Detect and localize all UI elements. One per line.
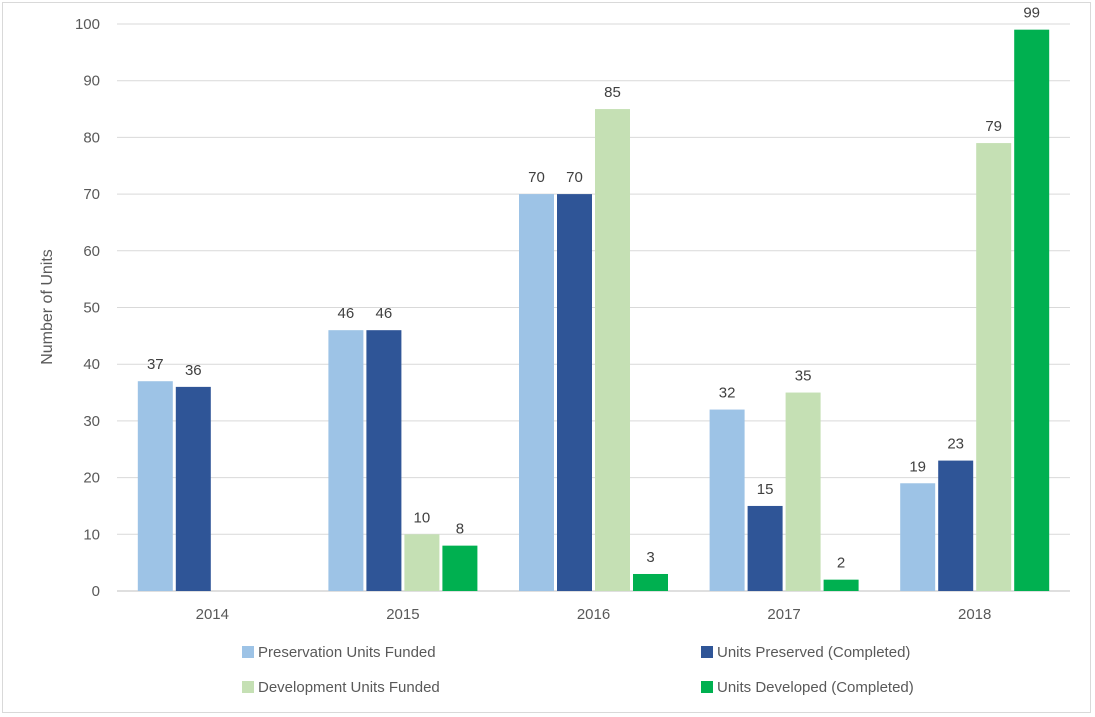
data-label: 70 bbox=[566, 169, 583, 186]
y-tick-label: 40 bbox=[83, 356, 100, 373]
x-tick-label: 2014 bbox=[196, 606, 229, 623]
y-tick-label: 80 bbox=[83, 129, 100, 146]
bar bbox=[175, 386, 211, 591]
bars bbox=[137, 29, 1050, 592]
legend: Preservation Units Funded Units Preserved… bbox=[242, 644, 914, 696]
legend-label: Development Units Funded bbox=[258, 679, 440, 696]
bar bbox=[328, 330, 364, 591]
data-label: 32 bbox=[719, 385, 736, 402]
data-label: 3 bbox=[646, 549, 654, 566]
data-label: 37 bbox=[147, 356, 164, 373]
bar bbox=[404, 534, 440, 591]
y-tick-label: 60 bbox=[83, 243, 100, 260]
x-tick-label: 2016 bbox=[577, 606, 610, 623]
legend-swatch bbox=[701, 646, 713, 658]
bar bbox=[709, 409, 745, 591]
bar bbox=[747, 505, 783, 591]
legend-swatch bbox=[242, 681, 254, 693]
bar bbox=[137, 381, 173, 591]
legend-label: Units Preserved (Completed) bbox=[717, 644, 910, 661]
y-tick-label: 20 bbox=[83, 470, 100, 487]
data-label: 19 bbox=[909, 458, 926, 475]
bar bbox=[785, 392, 821, 591]
y-tick-label: 30 bbox=[83, 413, 100, 430]
y-axis-title: Number of Units bbox=[39, 249, 56, 365]
bar bbox=[595, 109, 630, 592]
data-label: 46 bbox=[376, 305, 393, 322]
x-tick-label: 2017 bbox=[767, 606, 800, 623]
y-tick-label: 0 bbox=[92, 583, 100, 600]
bar bbox=[557, 194, 592, 591]
data-label: 35 bbox=[795, 368, 812, 385]
y-tick-label: 10 bbox=[83, 526, 100, 543]
data-label: 79 bbox=[985, 118, 1002, 135]
data-label: 23 bbox=[947, 436, 964, 453]
bar bbox=[976, 143, 1012, 591]
data-label: 10 bbox=[414, 509, 431, 526]
bar bbox=[519, 194, 554, 591]
data-labels: 37 36 46 46 10 8 70 70 85 3 32 15 35 2 19 23 79 99 bbox=[147, 5, 1040, 572]
data-label: 15 bbox=[757, 481, 774, 498]
bar bbox=[900, 483, 936, 591]
y-tick-label: 50 bbox=[83, 300, 100, 317]
legend-label: Units Developed (Completed) bbox=[717, 679, 914, 696]
x-tick-label: 2018 bbox=[958, 606, 991, 623]
y-tick-label: 100 bbox=[75, 16, 100, 33]
bar bbox=[1014, 29, 1050, 592]
bar bbox=[823, 579, 859, 591]
data-label: 8 bbox=[456, 521, 464, 538]
y-axis-ticks: 0 10 20 30 40 50 60 70 80 90 100 bbox=[75, 16, 100, 600]
data-label: 46 bbox=[338, 305, 355, 322]
legend-label: Preservation Units Funded bbox=[258, 644, 436, 661]
x-axis-ticks: 2014 2015 2016 2017 2018 bbox=[196, 606, 992, 623]
legend-swatch bbox=[242, 646, 254, 658]
data-label: 36 bbox=[185, 362, 202, 379]
bar bbox=[938, 460, 974, 591]
data-label: 85 bbox=[604, 84, 621, 101]
bar bbox=[633, 573, 668, 591]
bar bbox=[366, 330, 402, 591]
data-label: 99 bbox=[1023, 5, 1040, 22]
legend-swatch bbox=[701, 681, 713, 693]
data-label: 70 bbox=[528, 169, 545, 186]
bar bbox=[442, 545, 478, 591]
y-tick-label: 90 bbox=[83, 73, 100, 90]
x-tick-label: 2015 bbox=[386, 606, 419, 623]
y-tick-label: 70 bbox=[83, 186, 100, 203]
data-label: 2 bbox=[837, 555, 845, 572]
